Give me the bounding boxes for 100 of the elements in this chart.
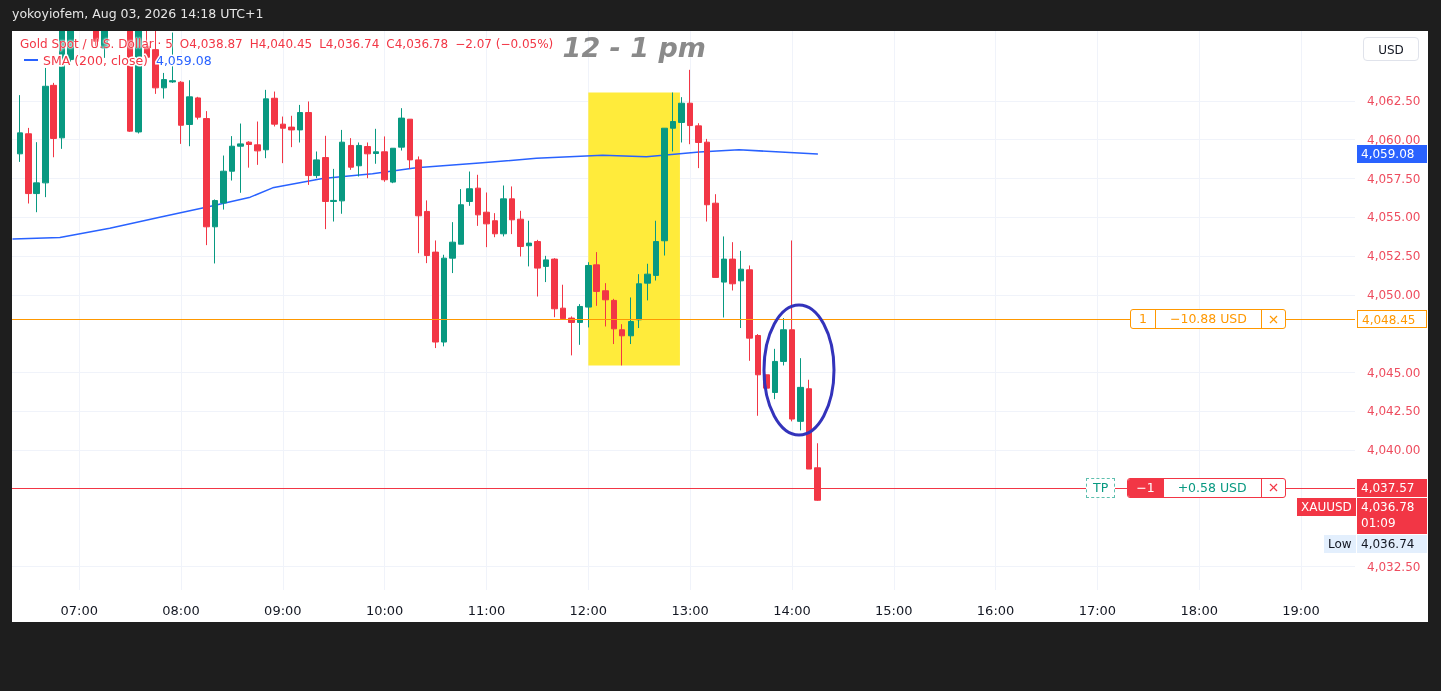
candlestick [449,221,456,274]
candlestick [560,284,566,321]
candlestick [602,282,609,327]
annotation: O4,038.87 [179,37,243,51]
y-tick-label: 4,045.00 [1367,365,1421,380]
candlestick [203,110,210,246]
candlestick [432,239,439,349]
candlestick [577,303,583,346]
candlestick [517,210,524,257]
x-tick-label: 19:00 [1282,603,1320,618]
candlestick [644,263,651,301]
annotation: H4,040.45 [249,37,313,51]
candlestick [50,82,57,158]
candlestick [611,298,617,345]
ref-line-label: −10.88 USD [1154,310,1261,329]
candlestick [271,91,278,127]
band-label: 12 - 1 pm [562,32,706,63]
candlestick [263,89,269,159]
candlestick [178,80,184,145]
x-tick-label: 08:00 [162,603,200,618]
annotation: 1 [1138,310,1148,329]
candlestick [305,101,312,186]
candlestick [33,141,40,213]
annotation: −1 [1128,478,1163,497]
candlestick [322,135,329,230]
candlestick [407,118,413,170]
candlestick [398,107,405,152]
text: 01:09 [1361,514,1397,531]
candlestick [229,135,235,182]
candlestick [330,168,337,223]
text: 4,036.74 [1361,535,1416,552]
annotation: L4,036.74 [319,37,380,51]
ref-line-label: +0.58 USD [1162,478,1261,497]
candlestick [789,239,795,422]
candlestick [483,191,490,248]
candlestick [254,121,261,166]
line-series [12,149,819,240]
annotation: −2.07 (−0.05%) [455,37,554,51]
candlestick [246,140,252,169]
candlestick [348,137,354,171]
annotation: Low [1324,534,1356,553]
y-tick-label: 4,055.00 [1367,210,1421,225]
candlestick [687,69,693,145]
candlestick [390,147,396,184]
annotation: TP [1086,477,1116,498]
candlestick [780,317,787,366]
candlestick [543,255,549,283]
candlestick [373,128,379,165]
y-tick-label: 4,060.00 [1367,132,1421,147]
y-tick-label: 4,040.00 [1367,443,1421,458]
y-tick-label: 4,042.50 [1367,404,1421,419]
candlestick [339,129,345,215]
candlestick [220,155,227,211]
y-tick-label: 4,050.00 [1367,287,1421,302]
x-tick-label: 13:00 [671,603,709,618]
candlestick [619,323,625,366]
candlestick [42,67,49,198]
candlestick [661,127,668,257]
y-tick-label: 4,062.50 [1367,93,1421,108]
candlestick [364,141,371,179]
candlestick [568,315,575,356]
candlestick [806,379,812,470]
candlestick [441,254,447,347]
candlestick [636,273,642,329]
x-tick-label: 15:00 [875,603,913,618]
candlestick [551,257,558,318]
text: 4,036.78 [1361,498,1416,515]
candlestick [186,79,193,147]
candlestick [161,72,167,100]
candlestick [415,155,422,254]
candlestick [424,199,430,264]
candlestick [288,115,295,148]
x-tick-label: 07:00 [60,603,98,618]
x-tick-label: 09:00 [264,603,302,618]
text: 4,037.57 [1361,479,1416,496]
candlestick [695,122,702,169]
candlestick [25,127,32,205]
y-tick-label: 4,057.50 [1367,171,1421,186]
candlestick [628,296,634,345]
candlestick [237,123,244,194]
x-tick-label: 14:00 [773,603,811,618]
candlestick [670,91,676,152]
candlestick [297,104,303,143]
candlestick [356,141,362,177]
candlestick [212,198,218,264]
text: yokoyiofem, Aug 03, 2026 14:18 UTC+1 [12,6,264,21]
candlestick [280,116,286,164]
text: 4,059.08 [1361,145,1416,162]
candlestick [729,241,736,291]
candlestick [712,193,719,278]
y-axis-title: USD [1363,37,1419,61]
candlestick [492,212,498,238]
candlestick [500,185,507,237]
candlestick [458,188,464,245]
candlestick [593,251,600,307]
candlestick [678,96,685,143]
candlestick [381,135,388,183]
candlestick [797,357,804,431]
candlestick [466,171,473,207]
x-tick-label: 16:00 [976,603,1015,618]
